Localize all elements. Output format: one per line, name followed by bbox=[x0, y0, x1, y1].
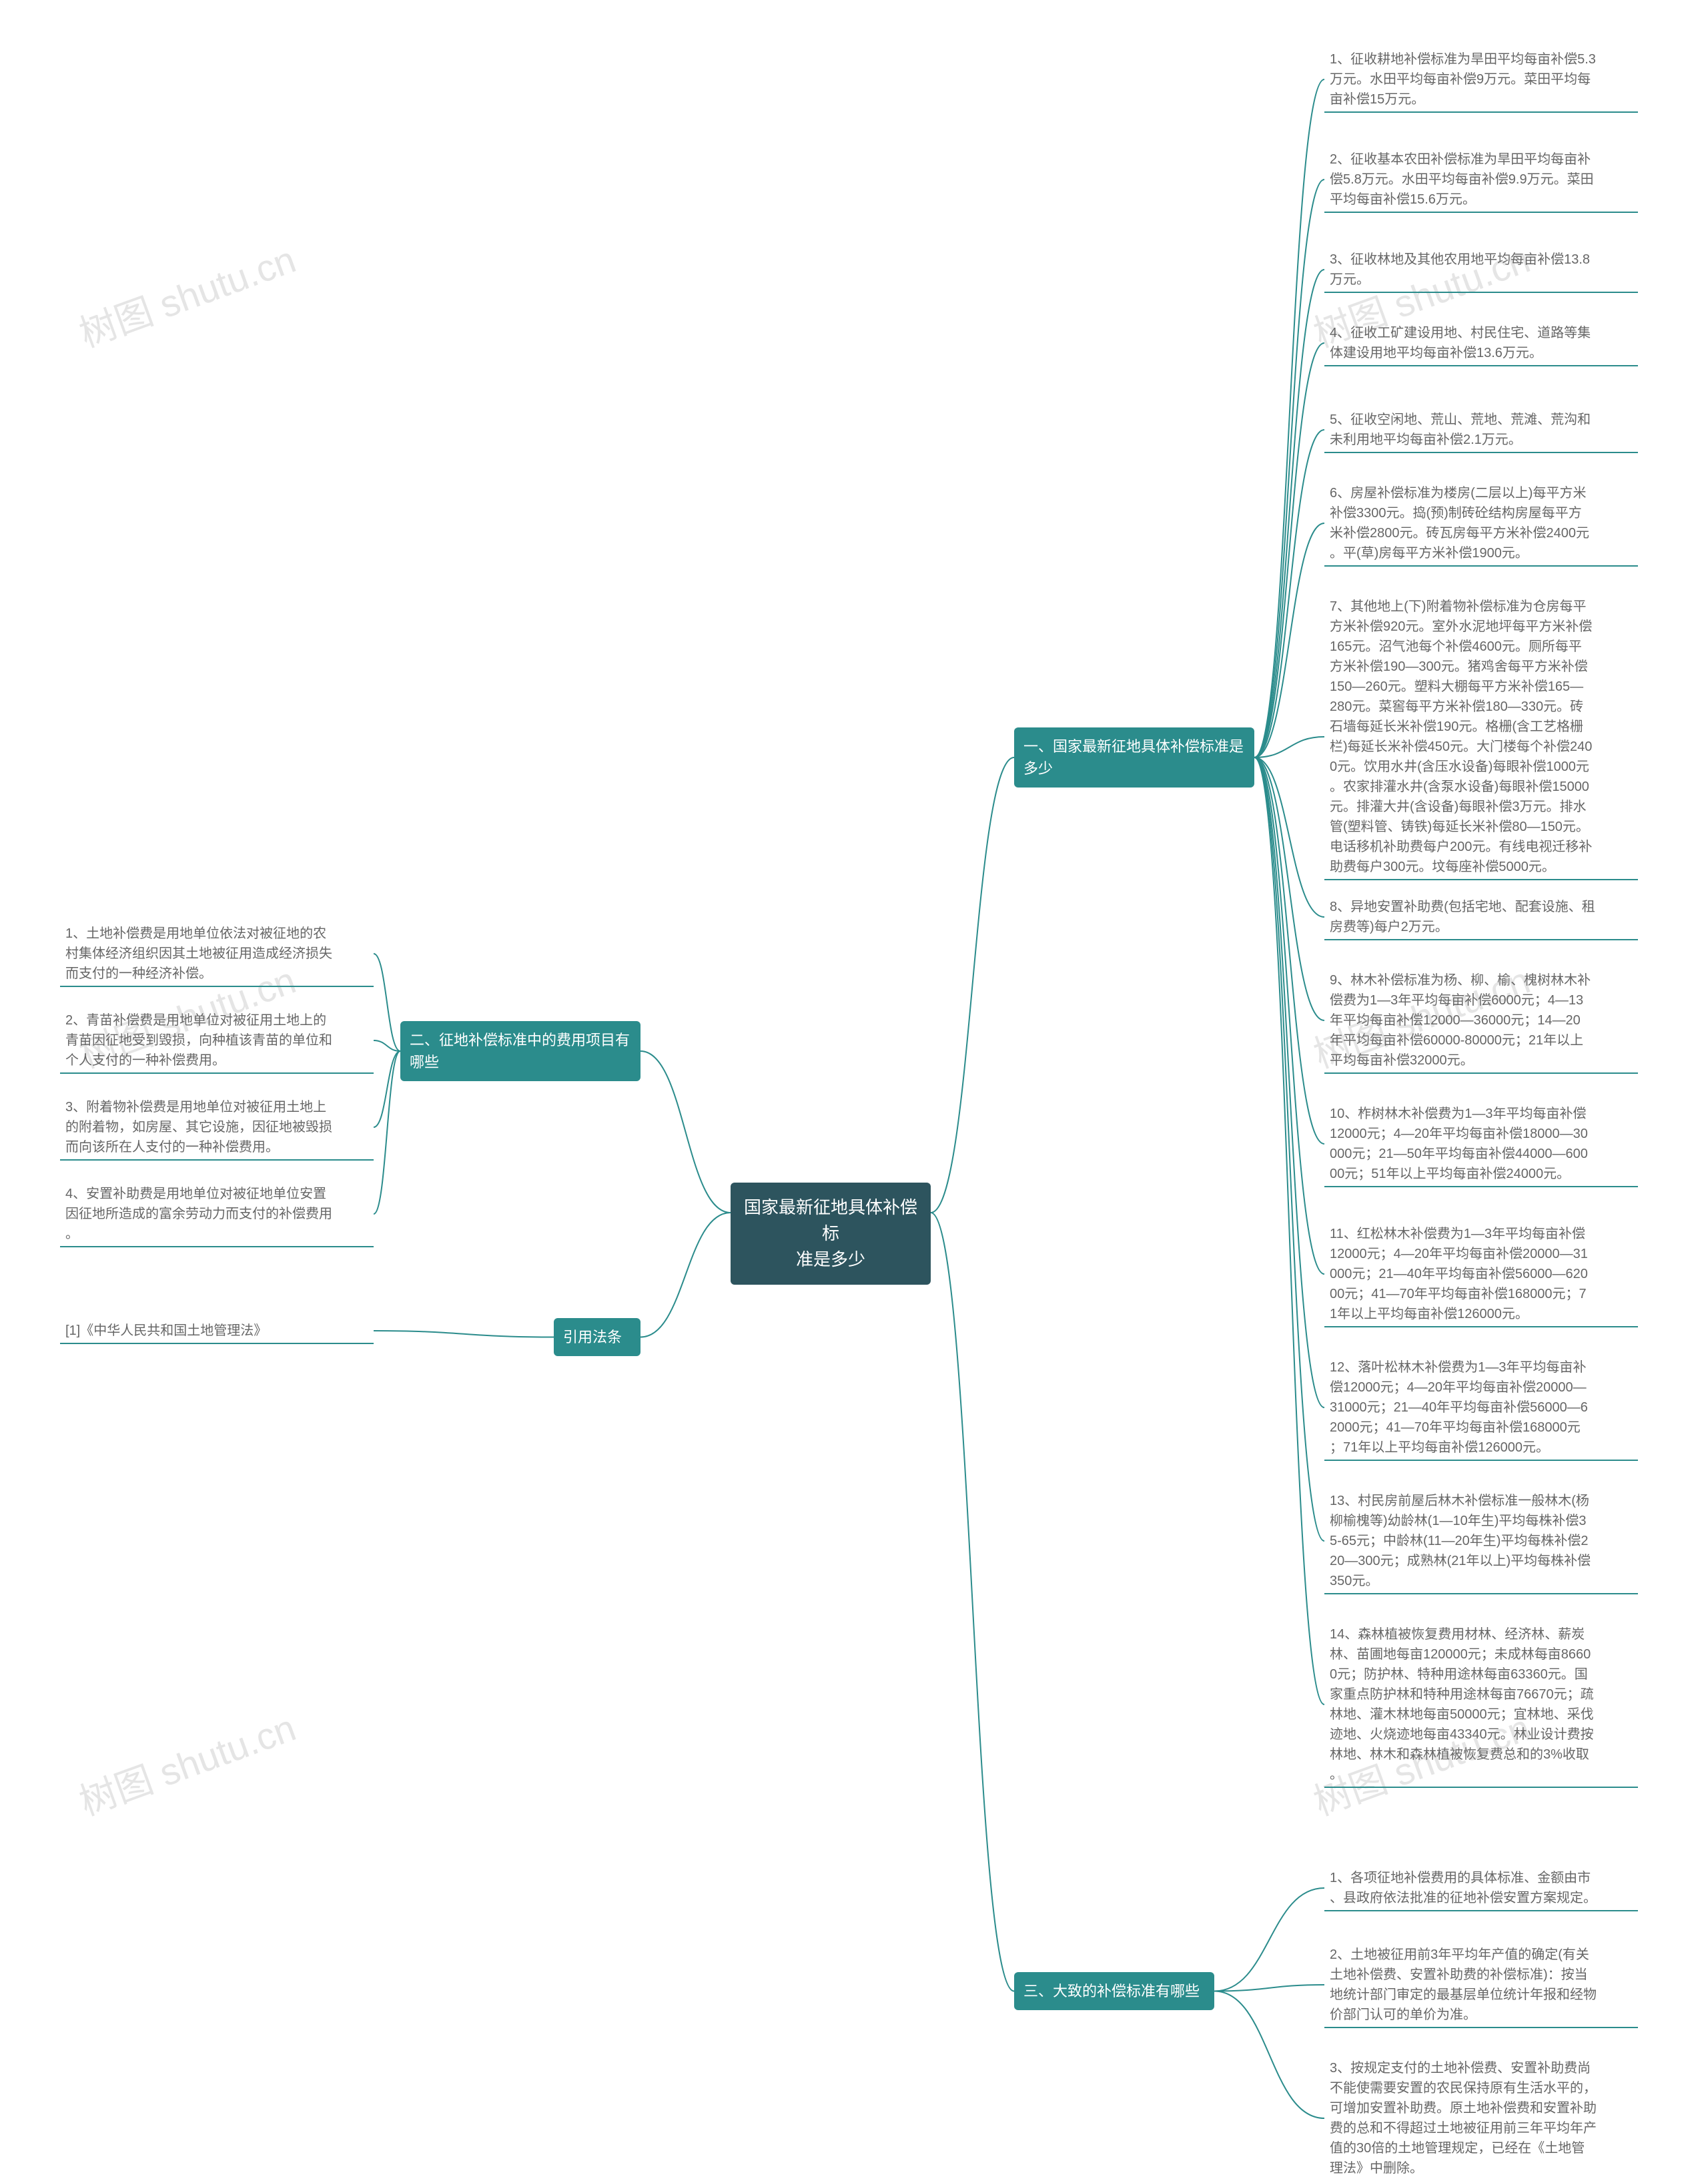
leaf-node: 4、安置补助费是用地单位对被征地单位安置因征地所造成的富余劳动力而支付的补偿费用… bbox=[60, 1181, 374, 1247]
leaf-node: 1、各项征地补偿费用的具体标准、金额由市、县政府依法批准的征地补偿安置方案规定。 bbox=[1324, 1865, 1638, 1911]
leaf-node: 11、红松林木补偿费为1—3年平均每亩补偿12000元；4—20年平均每亩补偿2… bbox=[1324, 1221, 1638, 1327]
leaf-node: 6、房屋补偿标准为楼房(二层以上)每平方米补偿3300元。捣(预)制砖砼结构房屋… bbox=[1324, 481, 1638, 566]
leaf-node: 14、森林植被恢复费用材林、经济林、薪炭林、苗圃地每亩120000元；未成林每亩… bbox=[1324, 1622, 1638, 1787]
leaf-node: 3、按规定支付的土地补偿费、安置补助费尚不能使需要安置的农民保持原有生活水平的，… bbox=[1324, 2056, 1638, 2181]
leaf-node: 5、征收空闲地、荒山、荒地、荒滩、荒沟和未利用地平均每亩补偿2.1万元。 bbox=[1324, 407, 1638, 452]
leaf-node: 10、柞树林木补偿费为1—3年平均每亩补偿12000元；4—20年平均每亩补偿1… bbox=[1324, 1101, 1638, 1187]
branch-node: 三、大致的补偿标准有哪些 bbox=[1014, 1972, 1214, 2010]
leaf-node: 3、征收林地及其他农用地平均每亩补偿13.8万元。 bbox=[1324, 247, 1638, 292]
leaf-node: 3、附着物补偿费是用地单位对被征用土地上的附着物，如房屋、其它设施，因征地被毁损… bbox=[60, 1095, 374, 1160]
leaf-node: 1、征收耕地补偿标准为旱田平均每亩补偿5.3万元。水田平均每亩补偿9万元。菜田平… bbox=[1324, 47, 1638, 112]
branch-node: 二、征地补偿标准中的费用项目有哪些 bbox=[400, 1021, 640, 1081]
leaf-node: 13、村民房前屋后林木补偿标准一般林木(杨柳榆槐等)幼龄林(1—10年生)平均每… bbox=[1324, 1488, 1638, 1594]
leaf-node: 4、征收工矿建设用地、村民住宅、道路等集体建设用地平均每亩补偿13.6万元。 bbox=[1324, 320, 1638, 366]
leaf-node: 12、落叶松林木补偿费为1—3年平均每亩补偿12000元；4—20年平均每亩补偿… bbox=[1324, 1355, 1638, 1460]
leaf-node: 9、林木补偿标准为杨、柳、榆、槐树林木补偿费为1—3年平均每亩补偿6000元；4… bbox=[1324, 968, 1638, 1073]
branch-node: 引用法条 bbox=[554, 1318, 640, 1356]
leaf-node: 7、其他地上(下)附着物补偿标准为仓房每平方米补偿920元。室外水泥地坪每平方米… bbox=[1324, 594, 1638, 880]
leaf-node: [1]《中华人民共和国土地管理法》 bbox=[60, 1318, 374, 1343]
leaf-node: 1、土地补偿费是用地单位依法对被征地的农村集体经济组织因其土地被征用造成经济损失… bbox=[60, 921, 374, 986]
leaf-node: 2、土地被征用前3年平均年产值的确定(有关土地补偿费、安置补助费的补偿标准)：按… bbox=[1324, 1942, 1638, 2028]
central-node: 国家最新征地具体补偿标准是多少 bbox=[731, 1183, 931, 1285]
branch-node: 一、国家最新征地具体补偿标准是多少 bbox=[1014, 727, 1254, 788]
leaf-node: 8、异地安置补助费(包括宅地、配套设施、租房费等)每户2万元。 bbox=[1324, 894, 1638, 940]
leaf-node: 2、青苗补偿费是用地单位对被征用土地上的青苗因征地受到毁损，向种植该青苗的单位和… bbox=[60, 1008, 374, 1073]
leaf-node: 2、征收基本农田补偿标准为旱田平均每亩补偿5.8万元。水田平均每亩补偿9.9万元… bbox=[1324, 147, 1638, 212]
mindmap-canvas: 树图 shutu.cn树图 shutu.cn树图 shutu.cn树图 shut… bbox=[0, 0, 1708, 2141]
